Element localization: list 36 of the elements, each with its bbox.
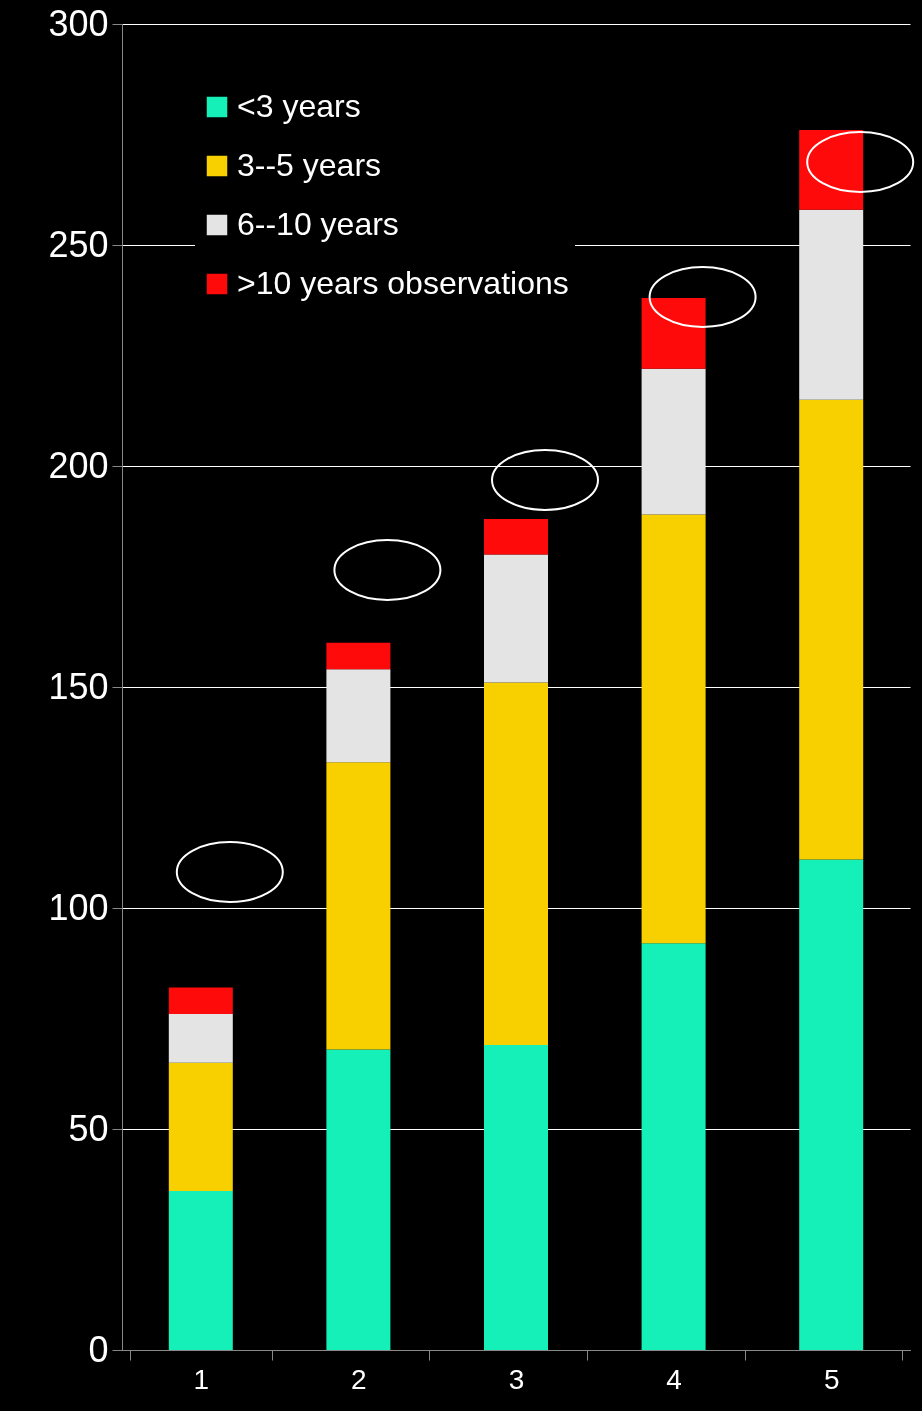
y-tick-label: 100 bbox=[48, 886, 109, 928]
x-tick-label: 3 bbox=[508, 1363, 525, 1395]
bar bbox=[641, 514, 706, 944]
bar bbox=[641, 368, 706, 515]
bar bbox=[799, 209, 864, 400]
x-tick-label: 5 bbox=[823, 1363, 840, 1395]
bar bbox=[799, 130, 864, 210]
legend-label: >10 years observations bbox=[237, 265, 569, 301]
y-tick-label: 50 bbox=[68, 1107, 109, 1149]
x-tick-label: 2 bbox=[351, 1363, 367, 1395]
bar bbox=[168, 1062, 233, 1191]
bar bbox=[484, 682, 548, 1046]
bar bbox=[168, 1190, 233, 1350]
y-tick-label: 150 bbox=[48, 665, 109, 707]
bar bbox=[168, 987, 233, 1015]
legend-label: 6--10 years bbox=[237, 206, 399, 242]
bar bbox=[641, 298, 706, 369]
bar bbox=[484, 554, 548, 683]
bar bbox=[799, 859, 864, 1350]
y-tick-label: 200 bbox=[48, 444, 109, 486]
y-tick-label: 0 bbox=[88, 1328, 109, 1370]
bar bbox=[799, 399, 864, 860]
bar bbox=[168, 1014, 233, 1063]
legend-label: 3--5 years bbox=[237, 147, 382, 183]
bar bbox=[326, 642, 391, 670]
bar bbox=[641, 943, 706, 1350]
x-tick-label: 1 bbox=[193, 1363, 210, 1395]
bar bbox=[484, 1045, 548, 1350]
legend-label: <3 years bbox=[237, 88, 361, 124]
x-tick-label: 4 bbox=[666, 1363, 682, 1395]
y-tick-label: 300 bbox=[48, 2, 109, 44]
y-tick-label: 250 bbox=[48, 223, 109, 265]
bar bbox=[484, 519, 548, 555]
bar bbox=[326, 762, 391, 1050]
bar bbox=[326, 669, 391, 763]
bar bbox=[326, 1049, 391, 1350]
